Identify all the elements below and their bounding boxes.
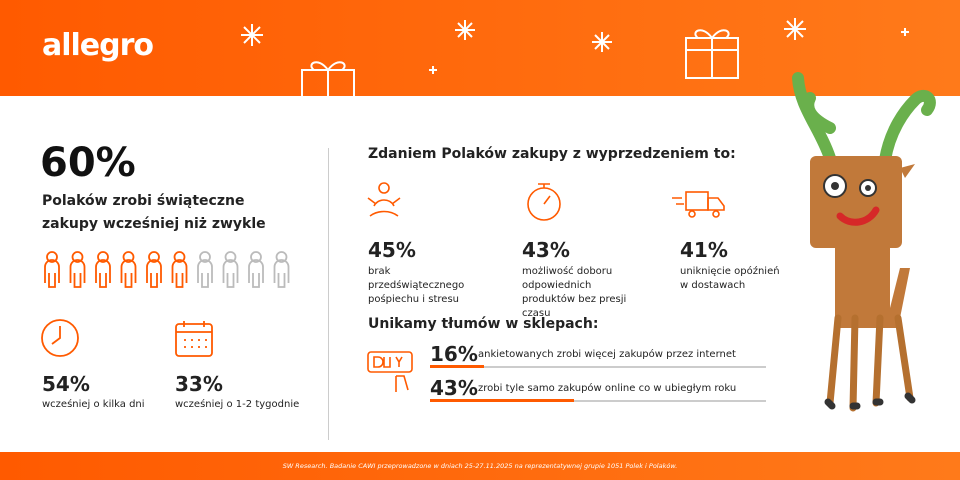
bar xyxy=(430,399,575,402)
bar-text: ankietowanych zrobi więcej zakupów przez… xyxy=(478,349,736,360)
person-icon xyxy=(44,251,60,288)
reindeer xyxy=(792,72,936,412)
bar-track xyxy=(430,366,766,368)
main-stat: 60% xyxy=(40,140,136,186)
bar-label: 16% xyxy=(430,342,478,366)
people-icons xyxy=(44,251,290,288)
subtitle: zakupy wcześniej niż zwykle xyxy=(42,216,266,232)
stat-label: wcześniej o 1-2 tygodnie xyxy=(175,399,300,410)
divider xyxy=(328,148,329,440)
person-icon xyxy=(248,251,264,288)
decor xyxy=(241,18,909,96)
person-icon xyxy=(69,251,86,288)
stat: 43% xyxy=(522,238,570,262)
stat: 41% xyxy=(680,238,728,262)
person-icon xyxy=(197,251,213,288)
snowflakes xyxy=(241,18,909,74)
icons xyxy=(367,182,725,221)
person-icon xyxy=(273,251,290,288)
person-icon xyxy=(146,251,162,288)
person-icon xyxy=(95,251,111,288)
person-icon xyxy=(171,251,188,288)
bar-label: 43% xyxy=(430,376,478,400)
logo: allegro xyxy=(42,28,154,63)
bar-text: zrobi tyle samo zakupów online co w ubie… xyxy=(478,383,737,394)
bar-track xyxy=(430,400,766,402)
footer xyxy=(0,452,960,480)
footer-note: SW Research. Badanie CAWI przeprowadzone… xyxy=(282,462,678,470)
gift xyxy=(685,29,739,79)
heading: Unikamy tłumów w sklepach: xyxy=(368,316,599,332)
person-icon xyxy=(120,251,137,288)
subtitle: Polaków zrobi świąteczne xyxy=(42,193,245,209)
bar xyxy=(430,365,484,368)
stat-label: możliwość doboru odpowiednich produktów … xyxy=(522,266,627,319)
person-icon xyxy=(222,251,239,288)
stat-label: brak przedświątecznego pośpiechu i stres… xyxy=(368,266,465,305)
icons xyxy=(41,319,213,357)
buy-icon xyxy=(367,351,413,392)
heading: Zdaniem Polaków zakupy z wyprzedzeniem t… xyxy=(368,146,736,162)
stat: 54% xyxy=(42,372,90,396)
gift xyxy=(301,61,355,96)
stat: 45% xyxy=(368,238,416,262)
stat: 33% xyxy=(175,372,223,396)
stat-label: uniknięcie opóźnień w dostawach xyxy=(680,266,780,291)
stat-label: wcześniej o kilka dni xyxy=(42,399,145,410)
